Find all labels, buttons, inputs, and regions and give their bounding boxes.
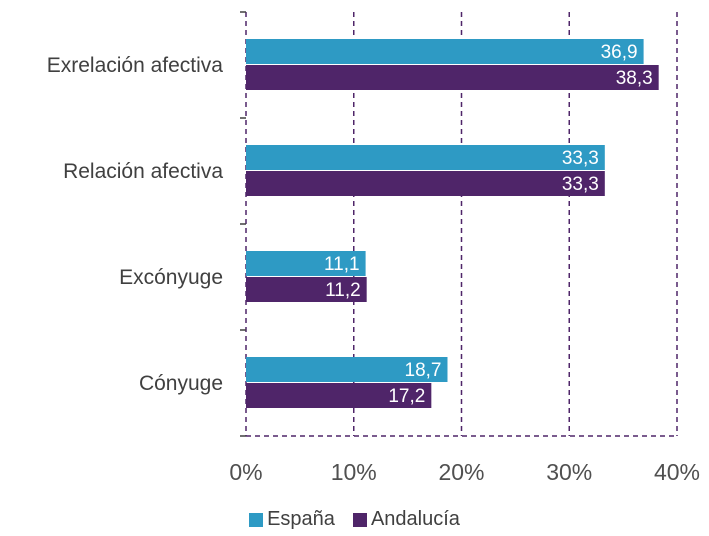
legend-item-andalucia: Andalucía [352, 508, 460, 531]
data-label: 11,2 [325, 280, 361, 301]
x-tick-label-20: 20% [438, 459, 484, 485]
category-label: Exrelación afectiva [47, 54, 224, 77]
data-label: 38,3 [616, 68, 653, 89]
data-label: 36,9 [601, 42, 638, 63]
value-axis: 0% 10% 20% 30% 40% [229, 459, 700, 485]
data-label: 33,3 [562, 148, 599, 169]
category-label: Cónyuge [139, 372, 223, 395]
chart-bars: 36,9 38,3 33,3 33,3 11,1 11,2 18,7 17,2 [246, 39, 659, 408]
bar-espana [246, 39, 644, 64]
legend-label-andalucia: Andalucía [370, 508, 460, 530]
data-label: 33,3 [562, 174, 599, 195]
category-axis: Exrelación afectiva Relación afectiva Excó… [47, 11, 246, 437]
category-label: Relación afectiva [63, 160, 223, 183]
x-tick-label-0: 0% [229, 459, 262, 485]
bar-andalucia [246, 171, 605, 196]
bar-andalucia [246, 277, 367, 302]
bar-andalucia [246, 383, 432, 408]
x-tick-label-30: 30% [546, 459, 592, 485]
bar-espana [246, 251, 366, 276]
data-label: 11,1 [324, 254, 360, 275]
category-label: Excónyuge [119, 266, 223, 289]
x-tick-label-10: 10% [331, 459, 377, 485]
x-tick-label-40: 40% [654, 459, 700, 485]
legend-swatch-espana [249, 512, 264, 527]
legend-item-espana: España [249, 508, 335, 531]
chart-legend: España Andalucía [0, 508, 709, 531]
legend-swatch-andalucia [352, 512, 367, 527]
data-label: 17,2 [388, 386, 425, 407]
bar-espana [246, 145, 605, 170]
legend-label-espana: España [267, 508, 335, 530]
bar-espana [246, 357, 448, 382]
bar-andalucia [246, 65, 659, 90]
data-label: 18,7 [405, 360, 442, 381]
